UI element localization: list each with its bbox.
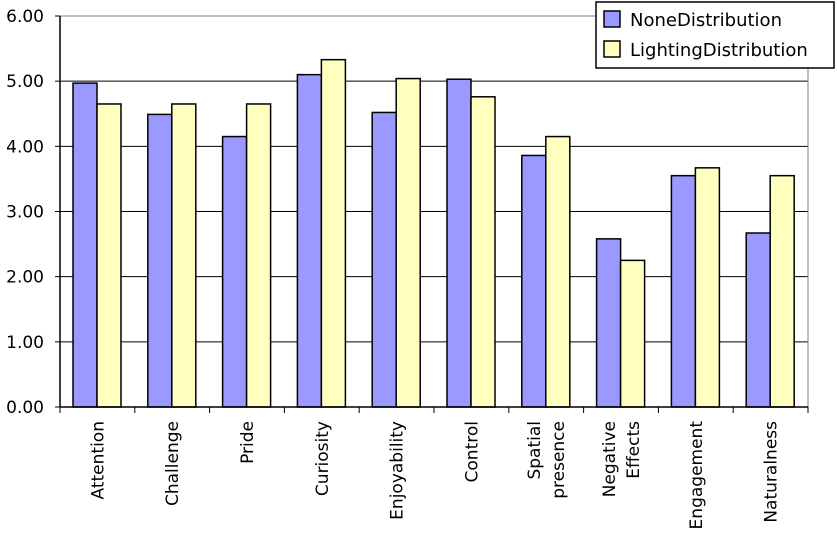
bar-NoneDistribution-0 <box>72 82 98 408</box>
y-tick-label: 1.00 <box>6 333 44 353</box>
legend-box <box>595 1 835 69</box>
y-tick-label: 4.00 <box>6 137 44 157</box>
bar-LightingDistribution-9 <box>769 174 795 408</box>
x-category-label: Enjoyability <box>388 421 408 520</box>
legend-swatch-LightingDistribution <box>603 40 621 58</box>
legend-label: LightingDistribution <box>630 40 808 61</box>
x-category-label: Effects <box>624 421 644 479</box>
bar-LightingDistribution-4 <box>395 77 421 408</box>
legend-label: NoneDistribution <box>630 10 782 31</box>
bar-NoneDistribution-7 <box>595 238 622 408</box>
bar-NoneDistribution-5 <box>446 78 472 408</box>
bar-LightingDistribution-5 <box>470 96 496 408</box>
bar-NoneDistribution-3 <box>296 73 323 408</box>
bar-LightingDistribution-1 <box>171 103 197 408</box>
x-category-label: Challenge <box>163 421 183 506</box>
y-tick-label: 6.00 <box>6 7 44 27</box>
bar-LightingDistribution-3 <box>320 58 347 408</box>
x-category-label: Spatial <box>525 421 545 480</box>
bar-NoneDistribution-4 <box>371 111 397 408</box>
bar-LightingDistribution-7 <box>619 259 646 408</box>
x-category-label: Negative <box>600 421 620 497</box>
x-category-label: Engagement <box>687 421 707 530</box>
x-category-label: Control <box>462 421 482 482</box>
bar-LightingDistribution-2 <box>245 103 272 408</box>
bar-LightingDistribution-6 <box>545 135 571 408</box>
x-category-label: Curiosity <box>313 421 333 496</box>
bar-LightingDistribution-8 <box>694 167 721 408</box>
y-tick-label: 3.00 <box>6 203 44 223</box>
x-category-label: Naturalness <box>762 421 782 523</box>
y-tick-label: 0.00 <box>6 398 44 418</box>
bar-NoneDistribution-9 <box>745 232 771 408</box>
x-category-label: Attention <box>88 421 108 499</box>
y-tick-label: 5.00 <box>6 72 44 92</box>
x-category-label: presence <box>549 421 569 499</box>
x-category-label: Pride <box>238 421 258 464</box>
bar-NoneDistribution-2 <box>221 135 248 408</box>
y-tick-label: 2.00 <box>6 268 44 288</box>
bar-LightingDistribution-0 <box>96 103 122 408</box>
bar-NoneDistribution-8 <box>670 174 697 408</box>
bar-NoneDistribution-6 <box>521 154 547 408</box>
legend-swatch-NoneDistribution <box>603 10 621 28</box>
bar-NoneDistribution-1 <box>147 113 173 408</box>
